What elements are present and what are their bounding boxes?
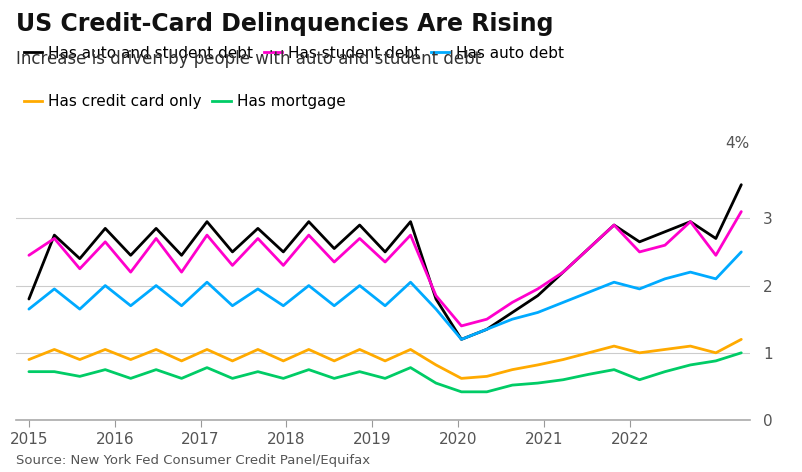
Text: Source: New York Fed Consumer Credit Panel/Equifax: Source: New York Fed Consumer Credit Pan… (16, 454, 371, 467)
Text: US Credit-Card Delinquencies Are Rising: US Credit-Card Delinquencies Are Rising (16, 12, 553, 36)
Legend: Has credit card only, Has mortgage: Has credit card only, Has mortgage (24, 94, 346, 109)
Text: 4%: 4% (726, 136, 750, 151)
Text: Increase is driven by people with auto and student debt: Increase is driven by people with auto a… (16, 50, 481, 67)
